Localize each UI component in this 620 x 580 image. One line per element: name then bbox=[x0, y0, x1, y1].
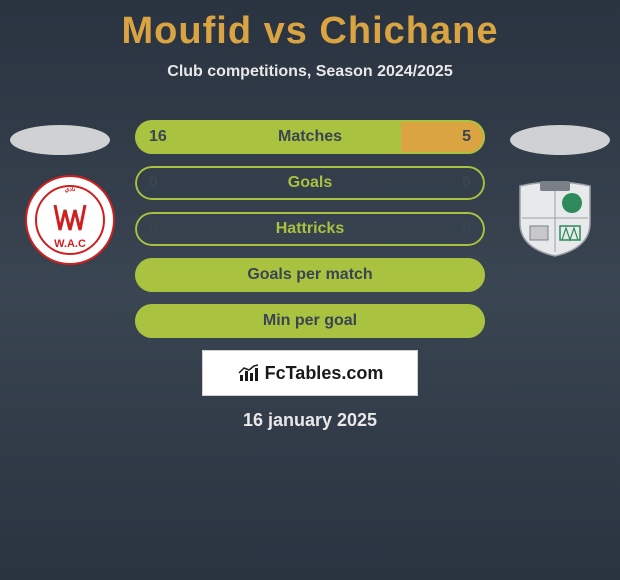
stat-row-goals-per-match: Goals per match bbox=[135, 258, 485, 292]
team-crest-left: W.A.C نادي bbox=[25, 175, 115, 265]
brand-text: FcTables.com bbox=[265, 363, 384, 384]
player-silhouette-left bbox=[10, 125, 110, 155]
page-title: Moufid vs Chichane bbox=[0, 0, 620, 53]
brand-chart-icon bbox=[237, 363, 259, 383]
stat-label: Goals per match bbox=[135, 258, 485, 292]
team-crest-right bbox=[510, 178, 600, 258]
stat-row-hattricks: 00Hattricks bbox=[135, 212, 485, 246]
svg-text:W.A.C: W.A.C bbox=[54, 238, 86, 250]
stat-label: Hattricks bbox=[135, 212, 485, 246]
subtitle: Club competitions, Season 2024/2025 bbox=[0, 63, 620, 81]
stat-row-min-per-goal: Min per goal bbox=[135, 304, 485, 338]
comparison-bars: 165Matches 00Goals 00Hattricks Goals per ma… bbox=[135, 120, 485, 350]
date-label: 16 january 2025 bbox=[0, 410, 620, 431]
stat-row-matches: 165Matches bbox=[135, 120, 485, 154]
stat-label: Goals bbox=[135, 166, 485, 200]
stat-label: Matches bbox=[135, 120, 485, 154]
brand-box: FcTables.com bbox=[202, 350, 418, 396]
player-silhouette-right bbox=[510, 125, 610, 155]
stat-row-goals: 00Goals bbox=[135, 166, 485, 200]
stat-label: Min per goal bbox=[135, 304, 485, 338]
svg-text:نادي: نادي bbox=[65, 186, 76, 193]
